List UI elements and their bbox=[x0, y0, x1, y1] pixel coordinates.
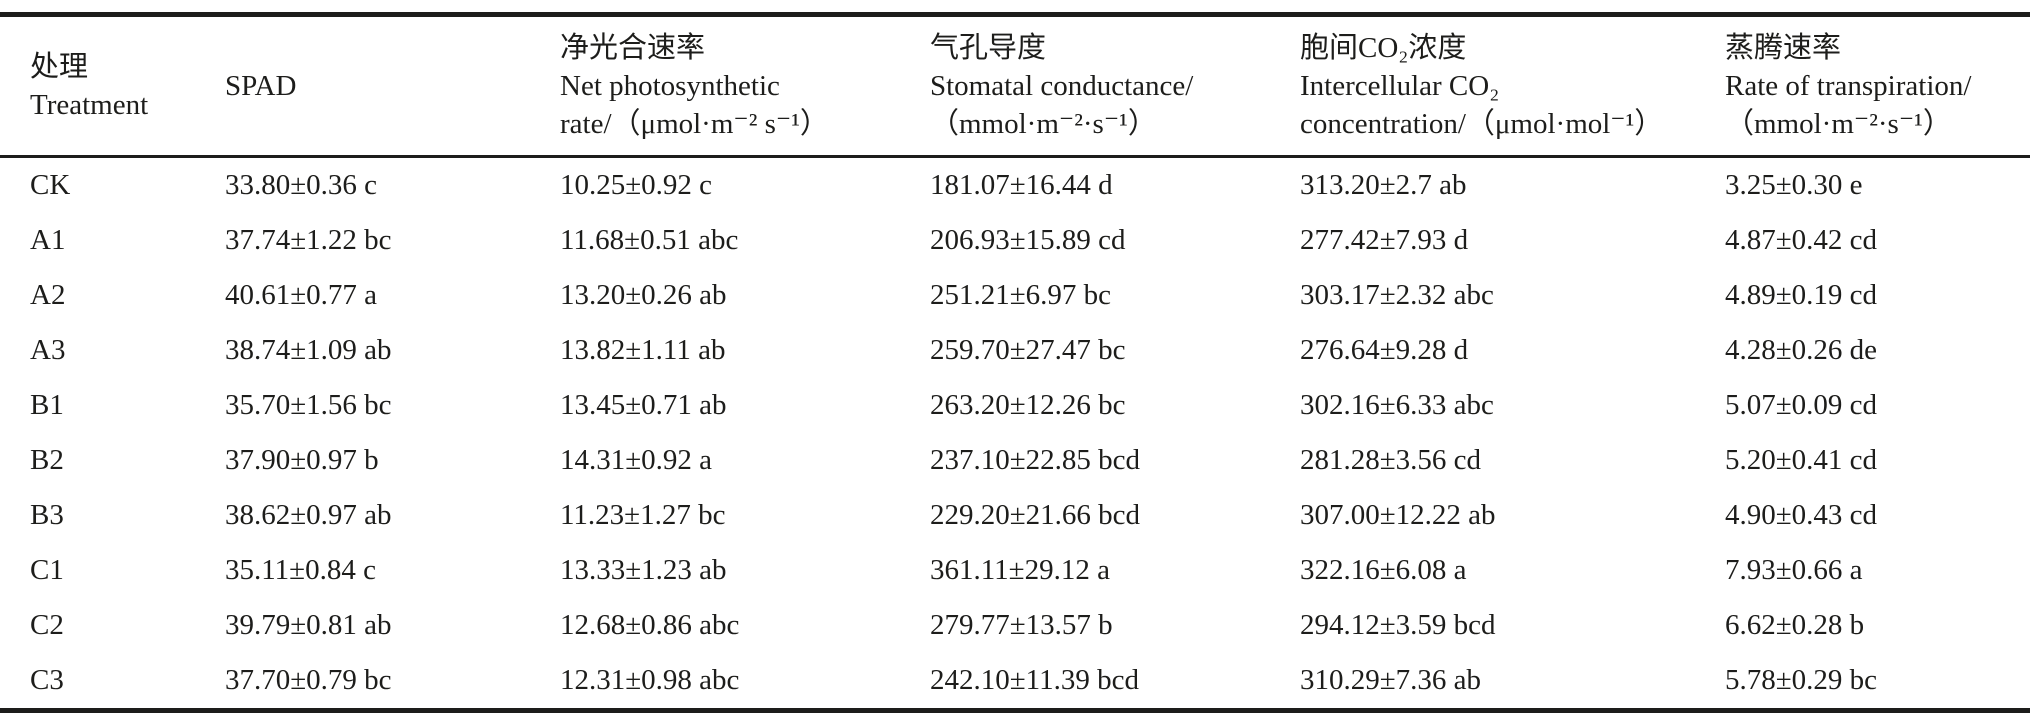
header-line-en: SPAD bbox=[225, 70, 297, 102]
cell-spad: 37.74±1.22 bc bbox=[225, 224, 392, 256]
col-header-treatment: 处理 Treatment bbox=[0, 15, 225, 157]
table-row: C3 37.70±0.79 bc 12.31±0.98 abc 242.10±1… bbox=[0, 653, 2030, 711]
cell-net-photosynthetic-rate: 12.31±0.98 abc bbox=[560, 664, 740, 696]
cell-net-photosynthetic-rate: 11.68±0.51 abc bbox=[560, 224, 739, 256]
cell-stomatal-conductance: 279.77±13.57 b bbox=[930, 609, 1113, 641]
cell-intercellular-co2: 310.29±7.36 ab bbox=[1300, 664, 1482, 696]
cell-treatment: A1 bbox=[30, 224, 66, 256]
cell-stomatal-conductance: 251.21±6.97 bc bbox=[930, 279, 1112, 311]
cell-transpiration-rate: 5.78±0.29 bc bbox=[1725, 664, 1878, 696]
table-row: CK 33.80±0.36 c 10.25±0.92 c 181.07±16.4… bbox=[0, 157, 2030, 214]
header-line-zh: 净光合速率 bbox=[560, 32, 706, 64]
cell-net-photosynthetic-rate: 14.31±0.92 a bbox=[560, 444, 713, 476]
cell-transpiration-rate: 5.20±0.41 cd bbox=[1725, 444, 1878, 476]
cell-net-photosynthetic-rate: 13.33±1.23 ab bbox=[560, 554, 727, 586]
cell-net-photosynthetic-rate: 13.82±1.11 ab bbox=[560, 334, 726, 366]
cell-treatment: B1 bbox=[30, 389, 64, 421]
table-row: C2 39.79±0.81 ab 12.68±0.86 abc 279.77±1… bbox=[0, 598, 2030, 653]
table-row: C1 35.11±0.84 c 13.33±1.23 ab 361.11±29.… bbox=[0, 543, 2030, 598]
cell-stomatal-conductance: 181.07±16.44 d bbox=[930, 169, 1113, 201]
header-line-unit: rate/（μmol·m⁻² s⁻¹） bbox=[560, 108, 829, 140]
cell-treatment: C1 bbox=[30, 554, 64, 586]
cell-stomatal-conductance: 361.11±29.12 a bbox=[930, 554, 1110, 586]
cell-stomatal-conductance: 263.20±12.26 bc bbox=[930, 389, 1126, 421]
cell-net-photosynthetic-rate: 13.20±0.26 ab bbox=[560, 279, 727, 311]
cell-treatment: B2 bbox=[30, 444, 64, 476]
cell-treatment: A3 bbox=[30, 334, 66, 366]
cell-treatment: A2 bbox=[30, 279, 66, 311]
cell-treatment: C2 bbox=[30, 609, 64, 641]
cell-net-photosynthetic-rate: 11.23±1.27 bc bbox=[560, 499, 726, 531]
cell-net-photosynthetic-rate: 12.68±0.86 abc bbox=[560, 609, 740, 641]
cell-transpiration-rate: 7.93±0.66 a bbox=[1725, 554, 1863, 586]
cell-intercellular-co2: 303.17±2.32 abc bbox=[1300, 279, 1494, 311]
cell-spad: 37.90±0.97 b bbox=[225, 444, 379, 476]
cell-intercellular-co2: 307.00±12.22 ab bbox=[1300, 499, 1496, 531]
cell-spad: 37.70±0.79 bc bbox=[225, 664, 392, 696]
cell-spad: 38.62±0.97 ab bbox=[225, 499, 392, 531]
table-row: B3 38.62±0.97 ab 11.23±1.27 bc 229.20±21… bbox=[0, 488, 2030, 543]
cell-stomatal-conductance: 259.70±27.47 bc bbox=[930, 334, 1126, 366]
header-line-en: Stomatal conductance/ bbox=[930, 70, 1194, 102]
cell-intercellular-co2: 276.64±9.28 d bbox=[1300, 334, 1469, 366]
header-line-en: Intercellular CO₂ bbox=[1300, 70, 1500, 102]
cell-spad: 33.80±0.36 c bbox=[225, 169, 378, 201]
cell-intercellular-co2: 313.20±2.7 ab bbox=[1300, 169, 1467, 201]
cell-spad: 39.79±0.81 ab bbox=[225, 609, 392, 641]
cell-intercellular-co2: 294.12±3.59 bcd bbox=[1300, 609, 1496, 641]
cell-spad: 40.61±0.77 a bbox=[225, 279, 378, 311]
cell-transpiration-rate: 4.89±0.19 cd bbox=[1725, 279, 1878, 311]
header-line-zh: 处理 bbox=[30, 51, 89, 83]
header-row: 处理 Treatment SPAD 净光合速率 Net photosynthet… bbox=[0, 15, 2030, 157]
cell-transpiration-rate: 4.90±0.43 cd bbox=[1725, 499, 1878, 531]
cell-net-photosynthetic-rate: 10.25±0.92 c bbox=[560, 169, 713, 201]
table-row: A2 40.61±0.77 a 13.20±0.26 ab 251.21±6.9… bbox=[0, 268, 2030, 323]
cell-intercellular-co2: 277.42±7.93 d bbox=[1300, 224, 1469, 256]
cell-stomatal-conductance: 206.93±15.89 cd bbox=[930, 224, 1126, 256]
header-line-en: Net photosynthetic bbox=[560, 70, 780, 102]
cell-transpiration-rate: 6.62±0.28 b bbox=[1725, 609, 1865, 641]
header-line-unit: （mmol·m⁻²·s⁻¹） bbox=[1725, 108, 1952, 140]
cell-stomatal-conductance: 242.10±11.39 bcd bbox=[930, 664, 1139, 696]
cell-stomatal-conductance: 237.10±22.85 bcd bbox=[930, 444, 1141, 476]
cell-transpiration-rate: 3.25±0.30 e bbox=[1725, 169, 1863, 201]
cell-transpiration-rate: 4.28±0.26 de bbox=[1725, 334, 1878, 366]
cell-treatment: CK bbox=[30, 169, 71, 201]
cell-intercellular-co2: 281.28±3.56 cd bbox=[1300, 444, 1482, 476]
header-line-unit: （mmol·m⁻²·s⁻¹） bbox=[930, 108, 1157, 140]
photosynthesis-parameters-table: 处理 Treatment SPAD 净光合速率 Net photosynthet… bbox=[0, 12, 2030, 713]
header-line-en: Rate of transpiration/ bbox=[1725, 70, 1972, 102]
table-row: B2 37.90±0.97 b 14.31±0.92 a 237.10±22.8… bbox=[0, 433, 2030, 488]
table-row: B1 35.70±1.56 bc 13.45±0.71 ab 263.20±12… bbox=[0, 378, 2030, 433]
cell-stomatal-conductance: 229.20±21.66 bcd bbox=[930, 499, 1141, 531]
header-line-zh: 胞间CO₂浓度 bbox=[1300, 32, 1467, 64]
table-row: A1 37.74±1.22 bc 11.68±0.51 abc 206.93±1… bbox=[0, 213, 2030, 268]
table-row: A3 38.74±1.09 ab 13.82±1.11 ab 259.70±27… bbox=[0, 323, 2030, 378]
cell-spad: 35.70±1.56 bc bbox=[225, 389, 392, 421]
header-line-en: Treatment bbox=[30, 89, 149, 121]
cell-spad: 35.11±0.84 c bbox=[225, 554, 376, 586]
cell-treatment: C3 bbox=[30, 664, 64, 696]
cell-treatment: B3 bbox=[30, 499, 64, 531]
cell-spad: 38.74±1.09 ab bbox=[225, 334, 392, 366]
cell-intercellular-co2: 322.16±6.08 a bbox=[1300, 554, 1467, 586]
col-header-spad: SPAD bbox=[225, 15, 560, 157]
header-line-zh: 气孔导度 bbox=[930, 32, 1047, 64]
cell-intercellular-co2: 302.16±6.33 abc bbox=[1300, 389, 1494, 421]
col-header-stomatal-conductance: 气孔导度 Stomatal conductance/ （mmol·m⁻²·s⁻¹… bbox=[930, 15, 1300, 157]
col-header-intercellular-co2: 胞间CO₂浓度 Intercellular CO₂ concentration/… bbox=[1300, 15, 1725, 157]
col-header-net-photosynthetic-rate: 净光合速率 Net photosynthetic rate/（μmol·m⁻² … bbox=[560, 15, 930, 157]
paper-table-container: 处理 Treatment SPAD 净光合速率 Net photosynthet… bbox=[0, 12, 2030, 713]
cell-transpiration-rate: 5.07±0.09 cd bbox=[1725, 389, 1878, 421]
col-header-transpiration-rate: 蒸腾速率 Rate of transpiration/ （mmol·m⁻²·s⁻… bbox=[1725, 15, 2030, 157]
cell-net-photosynthetic-rate: 13.45±0.71 ab bbox=[560, 389, 727, 421]
cell-transpiration-rate: 4.87±0.42 cd bbox=[1725, 224, 1878, 256]
header-line-zh: 蒸腾速率 bbox=[1725, 32, 1842, 64]
header-line-unit: concentration/（μmol·mol⁻¹） bbox=[1300, 108, 1664, 140]
